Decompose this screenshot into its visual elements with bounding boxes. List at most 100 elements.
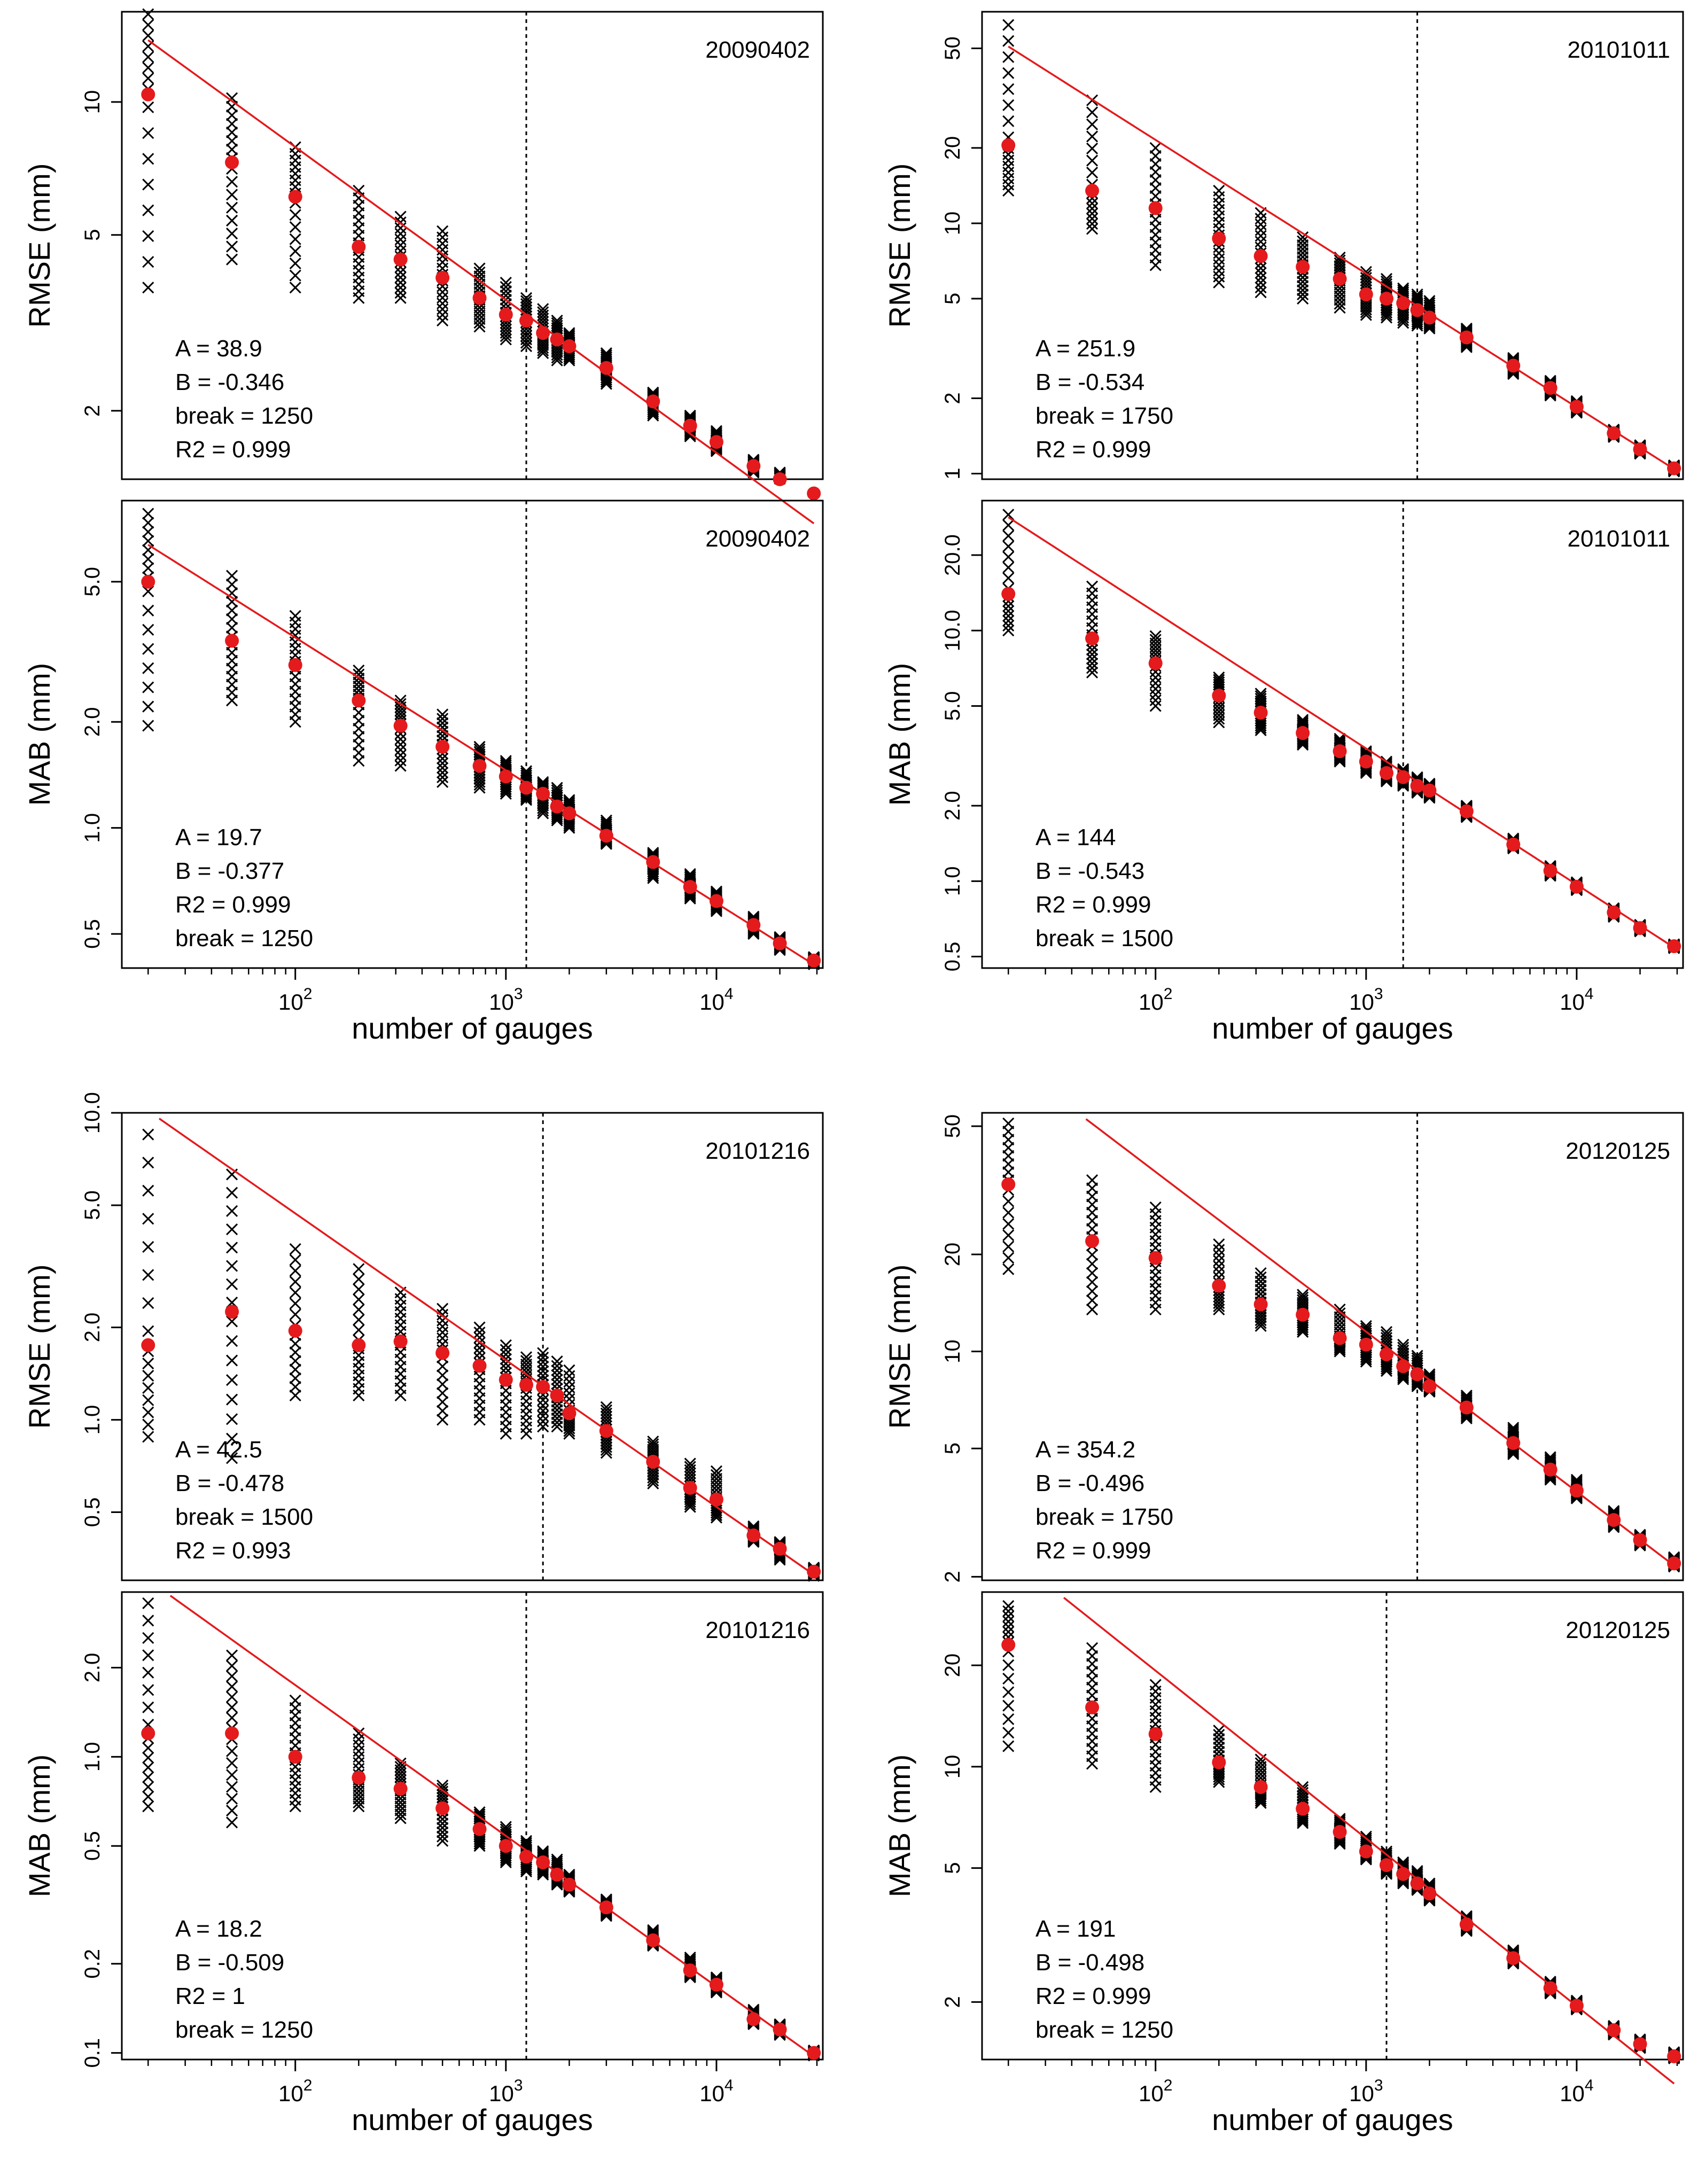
plot-frame xyxy=(121,1112,824,1581)
replicate-cross xyxy=(1255,224,1267,236)
replicate-cross xyxy=(1255,277,1267,289)
fit-stat-break: break = 1250 xyxy=(175,403,313,429)
mean-point xyxy=(1633,921,1647,935)
replicate-cross xyxy=(1255,1308,1267,1321)
replicate-cross xyxy=(142,517,154,529)
y-tick-label: 2 xyxy=(941,1996,964,2008)
replicate-cross xyxy=(1380,1845,1393,1858)
replicate-cross xyxy=(394,276,407,288)
mean-point xyxy=(1410,778,1424,793)
mean-points xyxy=(1001,138,1681,475)
replicate-cross xyxy=(142,1666,154,1679)
replicate-cross xyxy=(1213,674,1225,686)
fit-stat-a: A = 354.2 xyxy=(1035,1437,1135,1463)
replicate-cross xyxy=(142,204,154,216)
replicate-cross xyxy=(1360,298,1372,310)
replicate-cross xyxy=(500,1826,512,1838)
x-tick-label: 102 xyxy=(1139,985,1172,1015)
mean-point xyxy=(1148,1251,1163,1265)
replicate-cross xyxy=(1002,115,1015,127)
mean-point xyxy=(683,1963,697,1978)
replicate-cross xyxy=(551,1416,563,1429)
replicate-cross xyxy=(289,1276,301,1288)
mean-point xyxy=(709,894,723,908)
replicate-cross xyxy=(437,309,449,321)
replicate-cross xyxy=(1334,732,1346,745)
replicate-cross xyxy=(289,1254,301,1266)
x-axis-label: number of gauges xyxy=(352,2103,593,2136)
replicate-cross xyxy=(394,738,407,751)
mean-point xyxy=(1543,1981,1557,1995)
replicate-cross xyxy=(1213,264,1225,277)
mean-point xyxy=(599,1424,613,1438)
replicate-cross xyxy=(289,257,301,270)
replicate-cross xyxy=(226,1432,238,1445)
replicate-cross xyxy=(437,1387,449,1399)
mean-point xyxy=(472,759,487,773)
replicate-cross xyxy=(226,578,238,590)
replicate-cross xyxy=(289,1286,301,1299)
mean-point xyxy=(1359,287,1373,302)
replicate-cross xyxy=(353,184,365,197)
mean-point xyxy=(646,1933,660,1947)
mean-point xyxy=(288,1750,302,1764)
replicate-cross xyxy=(1002,1626,1015,1638)
replicate-cross xyxy=(710,425,722,437)
mean-point xyxy=(1380,766,1394,780)
replicate-cross xyxy=(437,708,449,721)
replicate-cross xyxy=(1297,280,1309,292)
replicate-cross xyxy=(537,777,549,790)
replicate-cross xyxy=(394,228,407,240)
mean-point xyxy=(746,2012,761,2026)
replicate-cross xyxy=(1297,715,1309,728)
replicate-cross xyxy=(226,1223,238,1236)
replicate-cross xyxy=(226,118,238,130)
replicate-cross xyxy=(537,1846,549,1859)
mean-point xyxy=(1569,1999,1584,2013)
x-axis-label: number of gauges xyxy=(1212,2103,1453,2136)
replicate-cross xyxy=(1411,1354,1423,1367)
replicate-cross xyxy=(1086,1285,1099,1297)
replicate-cross xyxy=(226,1374,238,1386)
replicate-cross xyxy=(1297,717,1309,730)
fit-stats: A = 354.2 B = -0.496 break = 1750 R2 = 0.99… xyxy=(1035,1437,1173,1564)
replicate-cross xyxy=(1002,551,1015,563)
replicate-cross xyxy=(394,733,407,745)
replicate-cross xyxy=(600,1438,612,1450)
replicate-cross xyxy=(437,1360,449,1372)
replicate-cross xyxy=(437,1396,449,1408)
replicate-cross xyxy=(1360,301,1372,313)
replicate-cross xyxy=(500,1821,512,1833)
mean-point xyxy=(393,252,408,267)
replicate-cross xyxy=(551,319,563,332)
replicate-cross xyxy=(473,262,486,275)
replicate-cross xyxy=(1002,529,1015,542)
replicate-cross xyxy=(500,757,512,769)
replicate-cross xyxy=(1086,644,1099,656)
replicate-cross xyxy=(1002,620,1015,632)
mean-point xyxy=(1607,426,1621,440)
fit-stat-break: break = 1250 xyxy=(175,925,313,951)
replicate-cross xyxy=(747,2003,760,2016)
replicate-cross xyxy=(142,178,154,191)
replicate-cross xyxy=(1255,262,1267,274)
replicate-cross xyxy=(537,1369,549,1382)
replicate-cross xyxy=(1002,1117,1015,1129)
y-tick-label: 20 xyxy=(941,1243,964,1267)
mean-point xyxy=(550,332,564,347)
replicate-cross xyxy=(437,256,449,268)
replicate-cross xyxy=(226,253,238,266)
mean-point xyxy=(683,418,697,433)
fit-stat-r2: R2 = 1 xyxy=(175,1983,245,2009)
replicate-cross xyxy=(289,1363,301,1376)
replicate-cross xyxy=(142,256,154,268)
panel-rmse_20120125: 2 5 10 20 50 RMSE (mm) 20120125 A = 354.2 B = -0… xyxy=(883,1112,1684,1582)
replicate-cross xyxy=(394,222,407,234)
panel-mab_20120125: 2 5 10 20 MAB (mm) 102 103 104 number of gauges 2… xyxy=(883,1591,1684,2136)
y-axis-label: MAB (mm) xyxy=(883,1754,916,1898)
y-tick-label: 5 xyxy=(941,1862,964,1874)
replicate-cross xyxy=(394,266,407,278)
replicate-cross xyxy=(647,1924,659,1936)
replicate-cross xyxy=(1086,666,1099,678)
